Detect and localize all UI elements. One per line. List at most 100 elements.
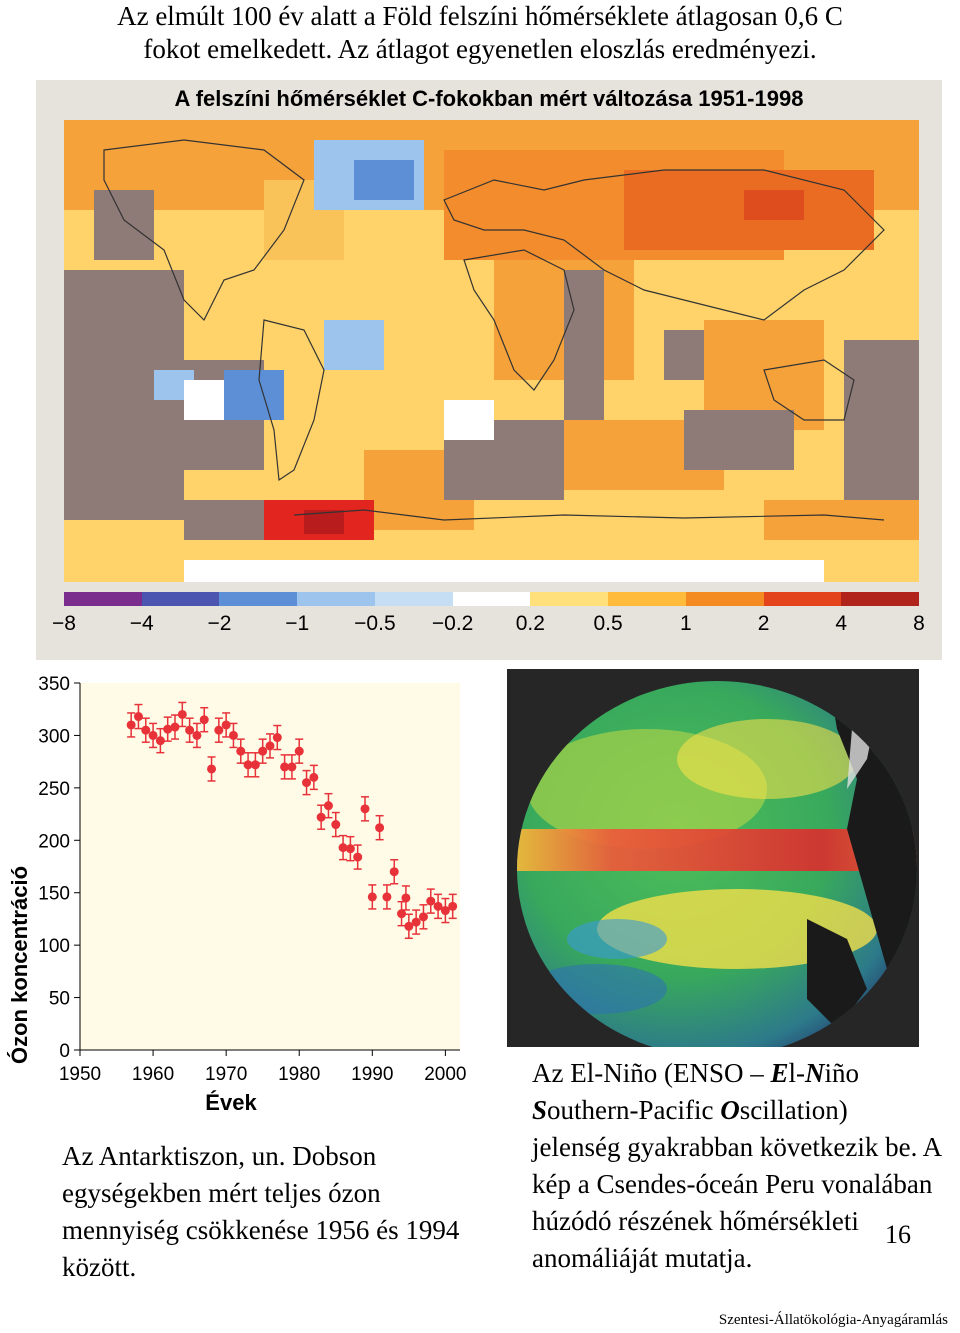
legend-label: −0.2 bbox=[431, 612, 474, 635]
data-point bbox=[250, 760, 260, 770]
legend-swatch bbox=[219, 592, 298, 606]
y-tick-label: 350 bbox=[38, 674, 70, 695]
data-point bbox=[177, 709, 187, 719]
data-point bbox=[375, 823, 385, 833]
legend-label: −4 bbox=[129, 612, 154, 635]
map-legend-bar bbox=[64, 592, 920, 606]
map-title: A felszíni hőmérséklet C-fokokban mért v… bbox=[174, 86, 804, 111]
legend-label: 2 bbox=[757, 612, 770, 635]
data-point bbox=[418, 912, 428, 922]
x-tick-label: 1960 bbox=[132, 1064, 174, 1085]
data-point bbox=[185, 725, 195, 735]
ozone-chart: 0 50 100 150 200 250 300 350 1950 1960 1970 1980 199… bbox=[7, 674, 467, 1115]
data-point bbox=[353, 852, 363, 862]
y-tick-label: 0 bbox=[59, 1041, 70, 1062]
y-axis-label: Ózon koncentráció bbox=[7, 866, 32, 1064]
legend-swatch bbox=[685, 592, 764, 606]
legend-swatch bbox=[763, 592, 842, 606]
caption-part: outhern-Pacific bbox=[547, 1095, 721, 1125]
data-point bbox=[141, 725, 151, 735]
data-point bbox=[360, 804, 370, 814]
data-point bbox=[126, 720, 136, 730]
legend-label: −2 bbox=[207, 612, 232, 635]
intro-text: Az elmúlt 100 év alatt a Föld felszíni h… bbox=[20, 0, 940, 66]
el-nino-globe-image bbox=[507, 669, 919, 1047]
data-point bbox=[280, 762, 290, 772]
data-point bbox=[302, 778, 312, 788]
legend-label: 8 bbox=[913, 612, 925, 635]
globe-graphic bbox=[517, 681, 917, 1047]
data-point bbox=[170, 722, 180, 732]
data-point bbox=[440, 906, 450, 916]
x-tick-label: 1970 bbox=[205, 1064, 247, 1085]
x-tick-label: 1990 bbox=[351, 1064, 393, 1085]
data-point bbox=[163, 724, 173, 734]
data-point bbox=[148, 730, 158, 740]
legend-swatch bbox=[374, 592, 453, 606]
data-point bbox=[214, 725, 224, 735]
data-point bbox=[389, 867, 399, 877]
ozone-caption: Az Antarktiszon, un. Dobson egységekben … bbox=[62, 1141, 460, 1282]
legend-swatch bbox=[64, 592, 142, 606]
globe-caption: Az El-Niño (ENSO – El-Niño Southern-Paci… bbox=[532, 1055, 957, 1277]
data-point bbox=[345, 844, 355, 854]
caption-part: l- bbox=[788, 1058, 805, 1088]
legend-label: −1 bbox=[285, 612, 310, 635]
x-tick-label: 1980 bbox=[278, 1064, 320, 1085]
legend-label: −8 bbox=[52, 612, 76, 635]
legend-swatch bbox=[530, 592, 609, 606]
data-point bbox=[155, 736, 165, 746]
caption-part: E bbox=[770, 1058, 789, 1088]
data-point bbox=[272, 733, 282, 743]
x-axis-label: Évek bbox=[205, 1090, 257, 1115]
data-point bbox=[133, 712, 143, 722]
data-point bbox=[258, 746, 268, 756]
world-temperature-map bbox=[64, 120, 919, 582]
data-point bbox=[287, 762, 297, 772]
legend-label: −0.5 bbox=[354, 612, 396, 635]
data-point bbox=[221, 720, 231, 730]
data-point bbox=[192, 730, 202, 740]
data-point bbox=[309, 772, 319, 782]
caption-part: scillation) bbox=[739, 1095, 848, 1125]
data-point bbox=[404, 921, 414, 931]
caption-part: jelenség gyakrabban következik be. A kép… bbox=[532, 1132, 941, 1273]
data-point bbox=[411, 917, 421, 927]
caption-part: iño bbox=[824, 1058, 859, 1088]
data-point bbox=[433, 901, 443, 911]
caption-part: N bbox=[804, 1058, 825, 1088]
data-point bbox=[401, 893, 411, 903]
legend-label: 0.2 bbox=[515, 612, 545, 635]
data-point bbox=[243, 760, 253, 770]
y-tick-label: 300 bbox=[38, 726, 70, 747]
x-tick-label: 2000 bbox=[424, 1064, 466, 1085]
data-point bbox=[382, 892, 392, 902]
footer-text: Szentesi-Állatökológia-Anyagáramlás bbox=[718, 1312, 948, 1328]
intro-line-2: fokot emelkedett. Az átlagot egyenetlen … bbox=[143, 34, 817, 64]
temperature-map-figure: A felszíni hőmérséklet C-fokokban mért v… bbox=[36, 80, 942, 660]
legend-swatch bbox=[141, 592, 220, 606]
y-tick-label: 250 bbox=[38, 779, 70, 800]
data-point bbox=[323, 801, 333, 811]
caption-part: S bbox=[532, 1095, 548, 1125]
x-tick-label: 1950 bbox=[59, 1064, 101, 1085]
legend-swatch bbox=[297, 592, 375, 606]
data-point bbox=[331, 820, 341, 830]
data-point bbox=[397, 909, 407, 919]
legend-swatch bbox=[452, 592, 531, 606]
legend-swatch bbox=[841, 592, 920, 606]
y-tick-label: 200 bbox=[38, 831, 70, 852]
y-tick-label: 100 bbox=[38, 936, 70, 957]
y-tick-label: 150 bbox=[38, 884, 70, 905]
page-number: 16 bbox=[885, 1220, 911, 1249]
data-point bbox=[448, 901, 458, 911]
data-point bbox=[228, 730, 238, 740]
legend-label: 1 bbox=[679, 612, 692, 635]
legend-label: 4 bbox=[835, 612, 848, 635]
data-point bbox=[294, 746, 304, 756]
intro-line-1: Az elmúlt 100 év alatt a Föld felszíni h… bbox=[117, 1, 843, 31]
data-point bbox=[338, 843, 348, 853]
caption-part: O bbox=[720, 1095, 740, 1125]
map-legend-labels: −8 −4 −2 −1 −0.5 −0.2 0.2 0.5 1 2 4 8 bbox=[36, 612, 942, 642]
y-tick-label: 50 bbox=[49, 989, 70, 1010]
